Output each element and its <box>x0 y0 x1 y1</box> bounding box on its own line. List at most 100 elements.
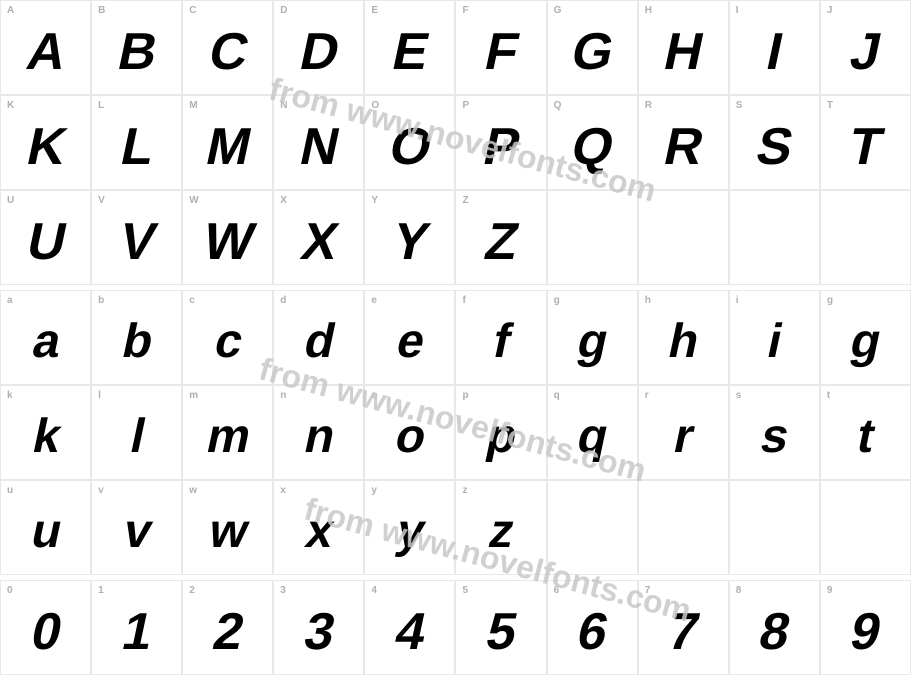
glyph-cell: WW <box>182 190 273 285</box>
glyph-cell: 88 <box>729 580 820 675</box>
glyph-cell: 77 <box>638 580 729 675</box>
cell-label: h <box>645 295 651 306</box>
glyph: X <box>297 216 341 268</box>
glyph-cell: UU <box>0 190 91 285</box>
glyph-cell: PP <box>455 95 546 190</box>
glyph-cell: FF <box>455 0 546 95</box>
glyph-row: 00112233445566778899 <box>0 580 911 675</box>
cell-label: z <box>462 485 467 496</box>
glyph-cell: QQ <box>547 95 638 190</box>
glyph: B <box>113 26 160 78</box>
glyph: 1 <box>118 606 156 658</box>
cell-label: 0 <box>7 585 13 596</box>
cell-label: w <box>189 485 197 496</box>
glyph-cell: 00 <box>0 580 91 675</box>
glyph: w <box>205 508 251 556</box>
cell-label: W <box>189 195 198 206</box>
cell-label: l <box>98 390 101 401</box>
glyph-cell: cc <box>182 290 273 385</box>
glyph-cell: ll <box>91 385 182 480</box>
glyph: 4 <box>391 606 429 658</box>
glyph: v <box>119 508 154 556</box>
cell-label: d <box>280 295 286 306</box>
cell-label: e <box>371 295 377 306</box>
cell-label: 3 <box>280 585 286 596</box>
glyph: K <box>22 121 69 173</box>
glyph: T <box>845 121 886 173</box>
glyph: c <box>210 318 245 366</box>
glyph-row: AABBCCDDEEFFGGHHIIJJ <box>0 0 911 95</box>
glyph: V <box>115 216 159 268</box>
cell-label: A <box>7 5 14 16</box>
glyph: d <box>300 318 338 366</box>
glyph: n <box>300 413 338 461</box>
glyph-row: KKLLMMNNOOPPQQRRSSTT <box>0 95 911 190</box>
glyph-row: kkllmmnnooppqqrrsstt <box>0 385 911 480</box>
glyph-cell: 33 <box>273 580 364 675</box>
glyph: b <box>118 318 156 366</box>
glyph: 2 <box>209 606 247 658</box>
glyph: 9 <box>846 606 884 658</box>
glyph: Q <box>567 121 617 173</box>
glyph: A <box>22 26 69 78</box>
glyph: 0 <box>27 606 65 658</box>
glyph-row: UUVVWWXXYYZZ <box>0 190 911 285</box>
glyph: g <box>847 318 885 366</box>
glyph-cell: 22 <box>182 580 273 675</box>
glyph-cell: SS <box>729 95 820 190</box>
glyph: 8 <box>755 606 793 658</box>
glyph: 5 <box>482 606 520 658</box>
glyph-cell: uu <box>0 480 91 575</box>
glyph-cell <box>729 480 820 575</box>
glyph: H <box>660 26 707 78</box>
cell-label: 4 <box>371 585 377 596</box>
cell-label: L <box>98 100 104 111</box>
glyph-cell <box>729 190 820 285</box>
cell-label: B <box>98 5 105 16</box>
cell-label: C <box>189 5 196 16</box>
glyph-cell <box>820 480 911 575</box>
cell-label: s <box>736 390 742 401</box>
glyph-cell: nn <box>273 385 364 480</box>
glyph-cell: HH <box>638 0 729 95</box>
glyph-cell <box>820 190 911 285</box>
cell-label: f <box>462 295 465 306</box>
glyph: P <box>479 121 523 173</box>
glyph: u <box>27 508 65 556</box>
glyph: M <box>202 121 254 173</box>
cell-label: V <box>98 195 105 206</box>
glyph-cell: II <box>729 0 820 95</box>
cell-label: U <box>7 195 14 206</box>
glyph: q <box>573 413 611 461</box>
glyph: Y <box>388 216 432 268</box>
glyph-cell: GG <box>547 0 638 95</box>
cell-label: Z <box>462 195 468 206</box>
glyph: g <box>573 318 611 366</box>
glyph-cell: NN <box>273 95 364 190</box>
cell-label: Q <box>554 100 562 111</box>
glyph-cell: bb <box>91 290 182 385</box>
glyph: R <box>660 121 707 173</box>
glyph: e <box>392 318 427 366</box>
glyph-cell: 11 <box>91 580 182 675</box>
cell-label: S <box>736 100 743 111</box>
glyph: D <box>296 26 343 78</box>
glyph-cell: pp <box>455 385 546 480</box>
glyph: i <box>764 318 786 366</box>
glyph: z <box>485 508 517 556</box>
cell-label: c <box>189 295 195 306</box>
glyph-cell: ee <box>364 290 455 385</box>
glyph-cell: ZZ <box>455 190 546 285</box>
glyph-cell: AA <box>0 0 91 95</box>
cell-label: 2 <box>189 585 195 596</box>
glyph-cell: xx <box>273 480 364 575</box>
glyph: s <box>757 413 792 461</box>
cell-label: 5 <box>462 585 468 596</box>
glyph-cell <box>547 190 638 285</box>
cell-label: M <box>189 100 197 111</box>
glyph: F <box>481 26 522 78</box>
cell-label: g <box>554 295 560 306</box>
glyph-cell: ss <box>729 385 820 480</box>
cell-label: Y <box>371 195 378 206</box>
cell-label: g <box>827 295 833 306</box>
